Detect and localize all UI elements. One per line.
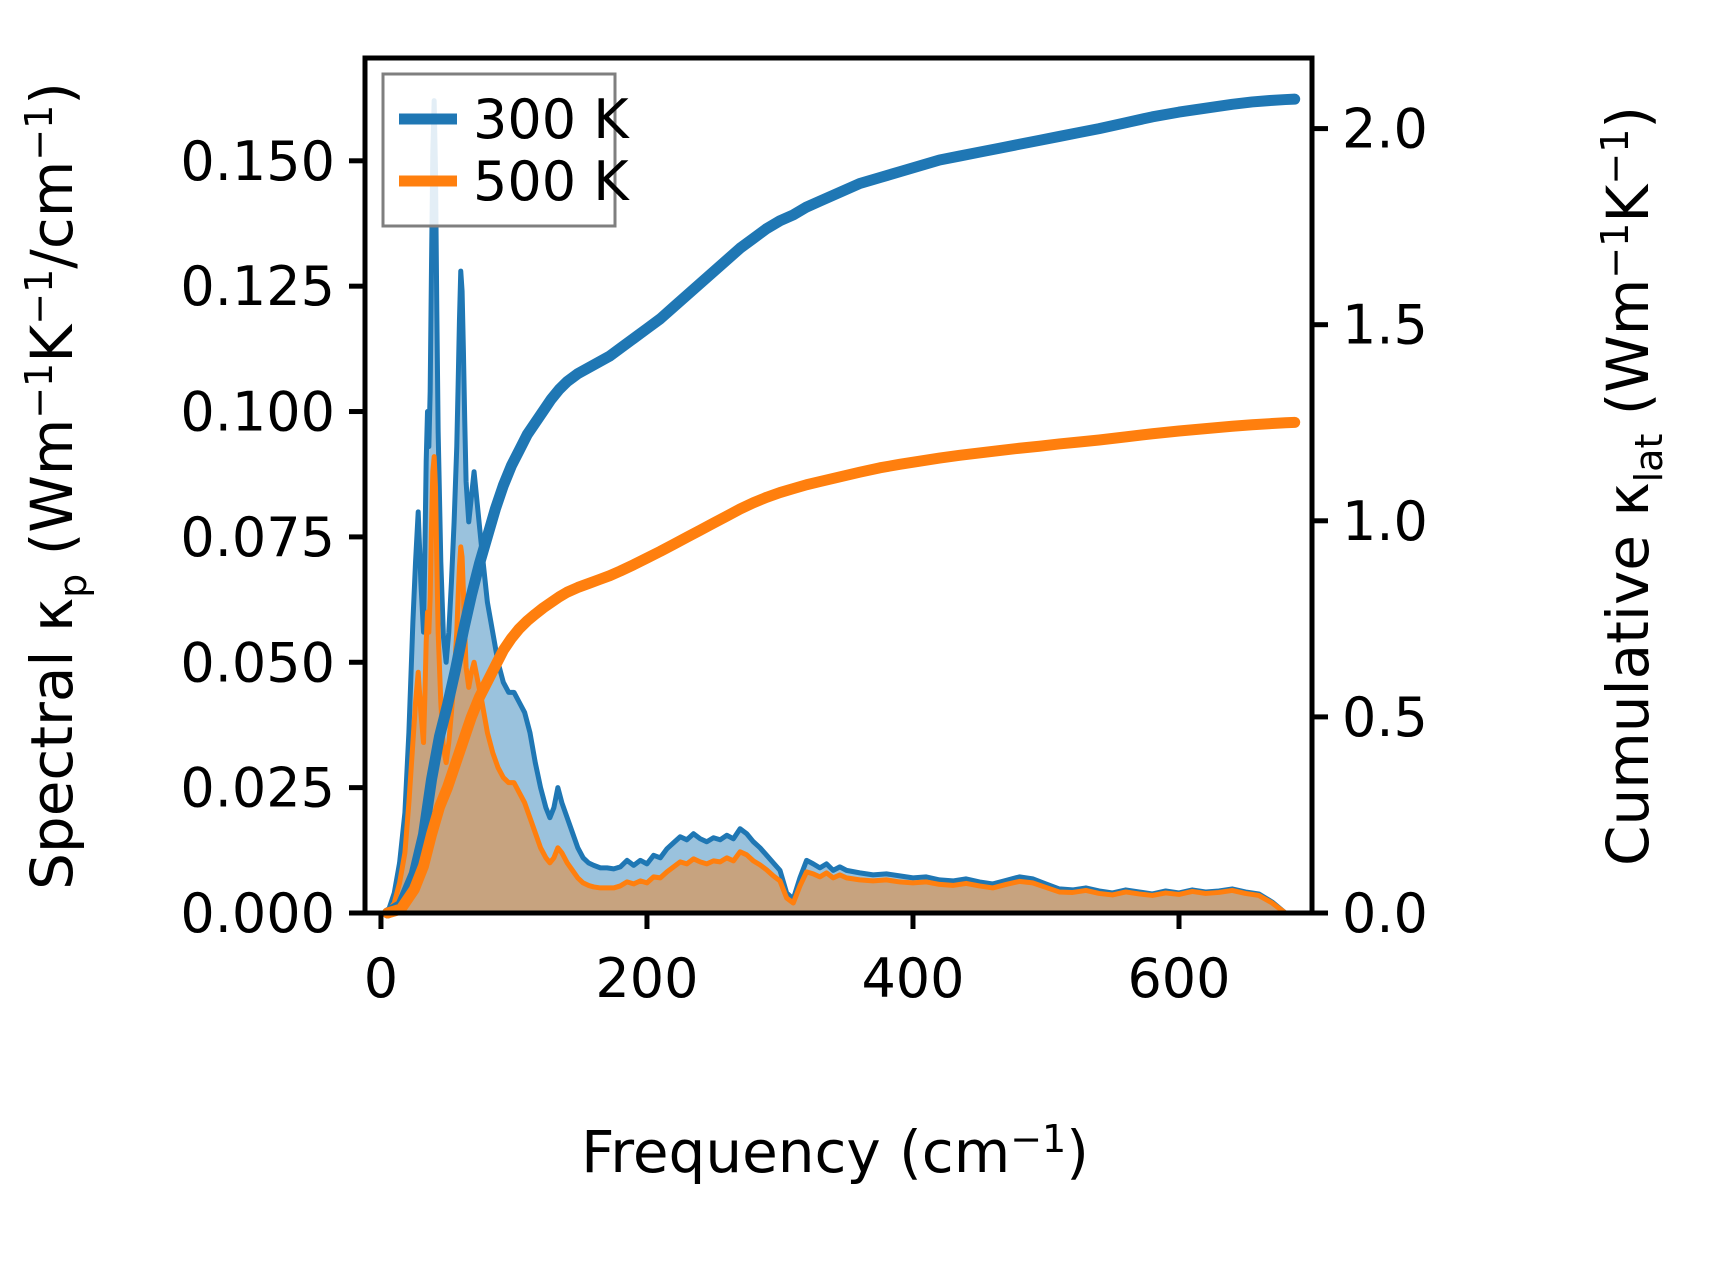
y-right-tick-label: 1.5 [1342,294,1428,357]
cumulative-line-cumulative-lat-300-k [382,93,1301,919]
x-tick-label: 600 [1127,947,1230,1010]
axis-titles: Frequency (cm−1) Spectral κp (Wm−1K−1/cm… [17,82,1671,1186]
ticks-layer: 0 200 400 600 0.000 0.025 0.050 0.075 0.100 0.125… [180,98,1427,1010]
legend-label-500-k: 500 K [473,150,630,213]
legend-label-300-k: 300 K [473,88,630,151]
axes-frame [362,55,1315,916]
y-right-tick-label: 2.0 [1342,98,1428,161]
area-fill-spectral-p-500-k [387,456,1286,913]
spectral-line-spectral-p-500-k [385,454,1288,916]
cumulative-line-cumulative-lat-500-k [382,416,1301,919]
y-left-tick-label: 0.150 [180,130,335,193]
y-axis-right-title: Cumulative κlat (Wm−1K−1) [1593,106,1671,866]
y-left-tick-label: 0.100 [180,381,335,444]
data-series-layer [382,93,1301,919]
y-left-tick-label: 0.050 [180,631,335,694]
spectral-line-spectral-p-300-k [385,98,1288,916]
y-right-tick-label: 0.5 [1342,686,1428,749]
area-fill-spectral-p-300-k [387,100,1286,914]
y-left-tick-label: 0.125 [180,255,335,318]
x-tick-label: 400 [861,947,964,1010]
y-axis-left-title: Spectral κp (Wm−1K−1/cm−1) [17,82,95,890]
y-right-tick-label: 1.0 [1342,490,1428,553]
y-left-tick-label: 0.000 [180,882,335,945]
y-left-tick-label: 0.025 [180,757,335,820]
x-tick-label: 0 [364,947,398,1010]
y-right-tick-label: 0.0 [1342,882,1428,945]
y-left-tick-label: 0.075 [180,506,335,569]
x-axis-title: Frequency (cm−1) [581,1117,1089,1186]
legend-frame [381,72,617,228]
x-tick-label: 200 [595,947,698,1010]
